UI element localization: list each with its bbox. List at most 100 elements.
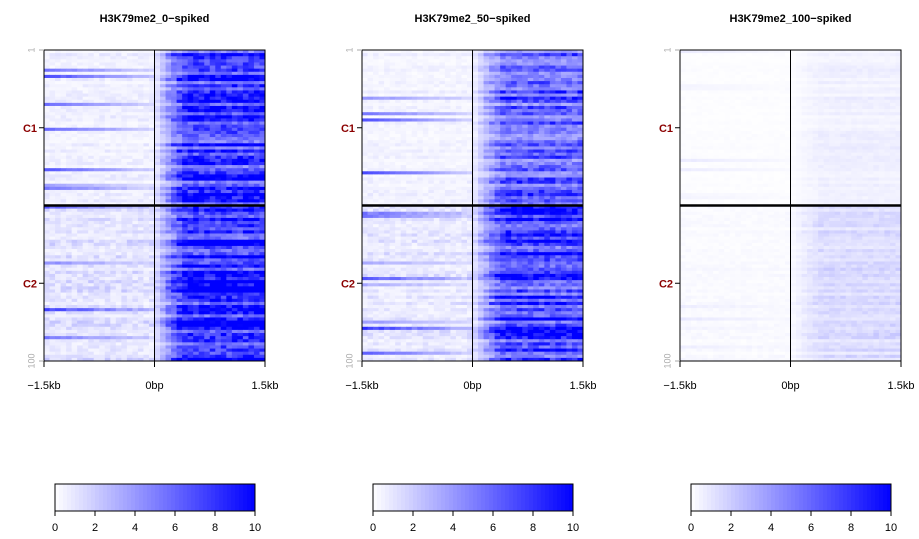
heatmap-cell <box>148 140 155 144</box>
heatmap-cell <box>566 102 573 107</box>
heatmap-cell <box>193 205 200 210</box>
heatmap-cell <box>77 186 84 191</box>
heatmap-cell <box>137 230 144 234</box>
heatmap-cell <box>182 112 189 116</box>
heatmap-cell <box>44 252 50 256</box>
heatmap-cell <box>215 292 222 297</box>
heatmap-cell <box>182 193 189 197</box>
heatmap-cell <box>71 96 78 101</box>
heatmap-cell <box>132 149 139 154</box>
heatmap-cell <box>215 177 222 182</box>
heatmap-cell <box>77 221 84 225</box>
heatmap-cell <box>378 71 385 76</box>
heatmap-cell <box>77 168 84 172</box>
heatmap-cell <box>215 193 222 197</box>
heatmap-cell <box>560 112 567 116</box>
heatmap-cell <box>99 115 106 119</box>
heatmap-cell <box>198 295 205 300</box>
heatmap-cell <box>49 68 56 73</box>
heatmap-cell <box>187 193 194 197</box>
heatmap-cell <box>104 286 111 290</box>
heatmap-cell <box>193 224 200 228</box>
heatmap-cell <box>193 336 200 340</box>
heatmap-cell <box>220 140 227 144</box>
heatmap-cell <box>566 74 573 79</box>
heatmap-cell <box>378 90 385 94</box>
heatmap-cell <box>115 133 122 138</box>
heatmap-cell <box>165 354 172 359</box>
heatmap-cell <box>533 77 540 82</box>
heatmap-cell <box>71 227 78 231</box>
heatmap-cell <box>242 152 249 157</box>
heatmap-cell <box>215 252 222 256</box>
heatmap-cell <box>198 323 205 328</box>
heatmap-cell <box>215 168 222 172</box>
heatmap-cell <box>115 264 122 269</box>
heatmap-cell <box>82 165 89 169</box>
heatmap-cell <box>248 308 255 312</box>
heatmap-cell <box>237 171 244 175</box>
heatmap-cell <box>560 84 567 88</box>
heatmap-cell <box>198 211 205 216</box>
heatmap-cell <box>428 84 435 88</box>
heatmap-cell <box>44 105 50 110</box>
heatmap-cell <box>549 77 556 82</box>
heatmap-cell <box>110 245 117 250</box>
heatmap-cell <box>226 50 233 54</box>
heatmap-cell <box>137 84 144 88</box>
heatmap-cell <box>171 308 177 312</box>
heatmap-cell <box>93 62 100 66</box>
heatmap-cell <box>204 351 211 356</box>
heatmap-cell <box>259 87 266 91</box>
heatmap-cell <box>82 205 89 210</box>
heatmap-cell <box>253 180 260 185</box>
heatmap-cell <box>132 230 139 234</box>
heatmap-cell <box>126 280 133 284</box>
heatmap-cell <box>187 311 194 315</box>
heatmap-cell <box>400 105 407 110</box>
heatmap-cell <box>226 205 233 210</box>
heatmap-cell <box>154 189 161 194</box>
heatmap-cell <box>60 199 67 203</box>
heatmap-cell <box>137 286 144 290</box>
heatmap-cell <box>148 336 155 340</box>
heatmap-cell <box>505 77 512 82</box>
heatmap-cell <box>110 168 117 172</box>
heatmap-cell <box>511 102 518 107</box>
heatmap-cell <box>237 155 244 160</box>
heatmap-cell <box>126 96 133 101</box>
heatmap-cell <box>82 277 89 281</box>
heatmap-cell <box>248 345 255 349</box>
heatmap-cell <box>44 177 50 182</box>
heatmap-cell <box>104 264 111 269</box>
heatmap-cell <box>104 283 111 287</box>
heatmap-cell <box>77 348 84 353</box>
heatmap-cell <box>143 56 150 60</box>
heatmap-cell <box>483 115 490 119</box>
heatmap-cell <box>209 264 216 269</box>
heatmap-cell <box>176 109 183 113</box>
heatmap-cell <box>187 68 194 73</box>
heatmap-cell <box>242 252 249 256</box>
heatmap-cell <box>66 93 73 98</box>
heatmap-cell <box>533 74 540 79</box>
heatmap-cell <box>110 217 117 222</box>
heatmap-cell <box>226 357 233 362</box>
heatmap-cell <box>121 214 128 219</box>
heatmap-cell <box>527 118 534 122</box>
heatmap-cell <box>198 53 205 57</box>
heatmap-cell <box>44 146 50 150</box>
heatmap-cell <box>231 295 238 300</box>
heatmap-cell <box>93 336 100 340</box>
heatmap-cell <box>93 301 100 306</box>
heatmap-cell <box>417 56 424 60</box>
heatmap-cell <box>411 74 418 79</box>
heatmap-cell <box>367 74 374 79</box>
heatmap-cell <box>148 354 155 359</box>
heatmap-cell <box>148 264 155 269</box>
heatmap-cell <box>154 264 161 269</box>
colorbar-segment <box>155 484 160 511</box>
heatmap-cell <box>193 270 200 275</box>
heatmap-cell <box>193 155 200 160</box>
heatmap-cell <box>115 323 122 328</box>
